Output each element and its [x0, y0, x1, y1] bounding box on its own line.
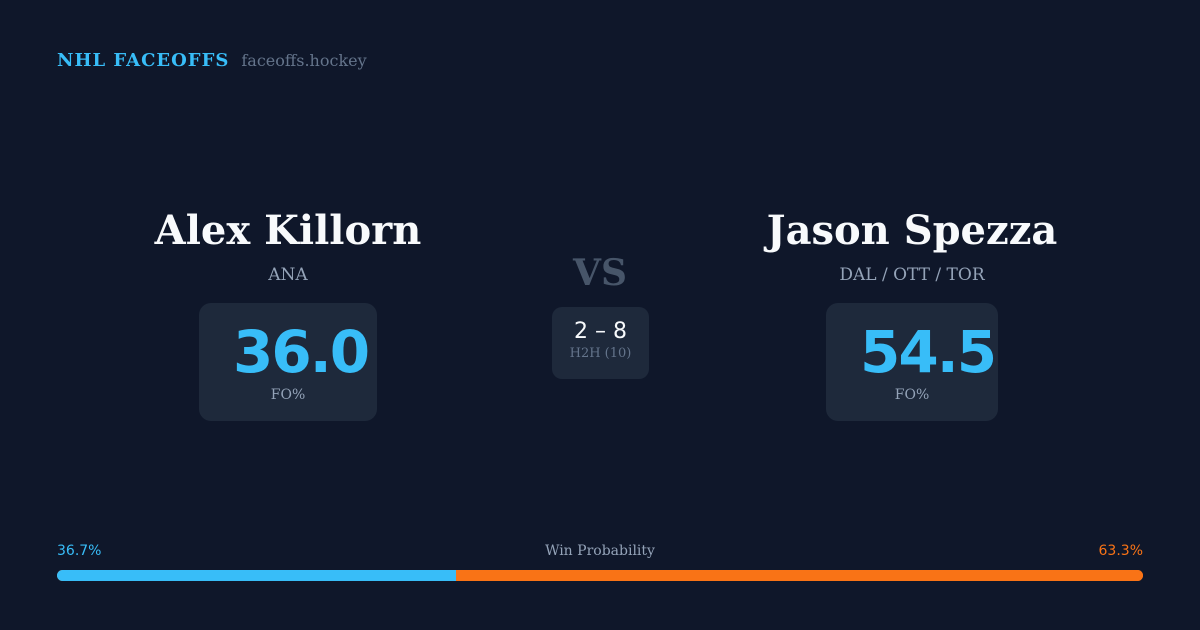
left-probability-fill: [57, 570, 456, 581]
player-right: Jason Spezza DAL / OTT / TOR 54.5 FO%: [712, 205, 1112, 421]
player-team: ANA: [268, 265, 308, 285]
player-team: DAL / OTT / TOR: [839, 265, 985, 285]
faceoff-percentage: 54.5: [860, 318, 997, 386]
player-name: Alex Killorn: [154, 207, 422, 254]
faceoff-percentage: 36.0: [233, 318, 370, 386]
player-name: Jason Spezza: [766, 207, 1058, 254]
h2h-label: H2H (10): [569, 346, 632, 361]
faceoff-stat-box: 54.5 FO%: [826, 303, 998, 421]
faceoff-label: FO%: [894, 387, 930, 403]
right-probability-fill: [455, 570, 1143, 581]
h2h-score: 2 – 8: [574, 319, 627, 344]
faceoff-label: FO%: [270, 387, 306, 403]
right-probability: 63.3%: [1098, 543, 1143, 559]
brand-url: faceoffs.hockey: [241, 51, 367, 70]
faceoff-stat-box: 36.0 FO%: [199, 303, 377, 421]
vs-label: VS: [573, 252, 627, 294]
head-to-head-box: 2 – 8 H2H (10): [552, 307, 649, 379]
brand-title: NHL FACEOFFS: [57, 50, 230, 71]
win-probability-bar: [57, 570, 1143, 581]
left-probability: 36.7%: [57, 543, 102, 559]
win-probability-title: Win Probability: [545, 543, 655, 559]
brand: NHL FACEOFFS faceoffs.hockey: [57, 50, 367, 71]
player-left: Alex Killorn ANA 36.0 FO%: [88, 205, 488, 421]
win-probability-labels: 36.7% Win Probability 63.3%: [57, 543, 1143, 559]
